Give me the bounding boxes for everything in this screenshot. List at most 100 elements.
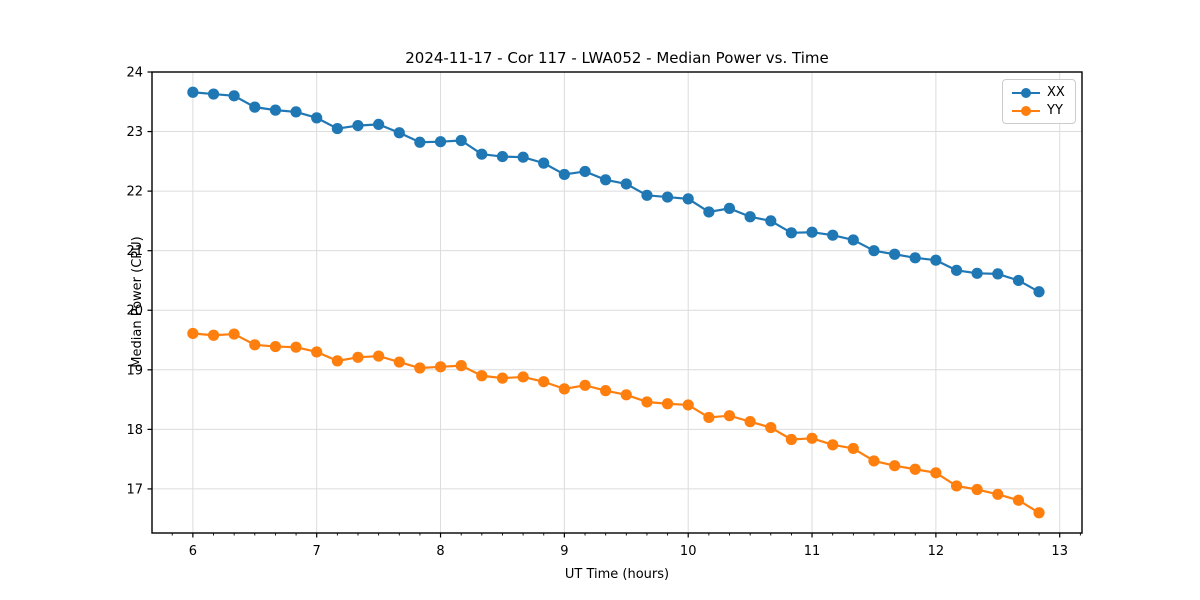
data-point-yy xyxy=(455,360,467,372)
data-point-yy xyxy=(434,361,447,373)
data-point-xx xyxy=(889,248,901,260)
data-point-xx xyxy=(393,127,405,139)
data-point-xx xyxy=(187,86,199,98)
series-xx xyxy=(187,86,1045,298)
data-point-xx xyxy=(207,88,220,100)
data-point-yy xyxy=(950,480,963,492)
data-point-xx xyxy=(785,227,797,239)
data-point-xx xyxy=(661,191,674,203)
data-point-yy xyxy=(909,463,921,475)
data-point-yy xyxy=(311,346,323,358)
y-tick-label: 24 xyxy=(126,66,143,81)
data-point-yy xyxy=(682,399,694,411)
axis-ticks xyxy=(147,71,1081,538)
data-point-yy xyxy=(971,483,983,496)
legend-marker-xx-icon xyxy=(1012,87,1040,98)
data-point-yy xyxy=(661,398,674,410)
legend-item-yy: YY xyxy=(1012,104,1065,117)
data-point-xx xyxy=(558,168,570,181)
gridlines xyxy=(152,71,1082,533)
data-point-xx xyxy=(971,267,983,279)
x-tick-label: 9 xyxy=(560,544,568,559)
data-point-yy xyxy=(228,328,240,340)
data-point-yy xyxy=(249,339,261,351)
x-tick-label: 8 xyxy=(436,544,444,559)
data-point-xx xyxy=(827,229,839,241)
data-point-yy xyxy=(352,351,364,363)
tick-labels: 6 7 8 9 10 11 12 13 17 18 19 20 21 22 23 24 xyxy=(126,66,1068,560)
x-tick-label: 7 xyxy=(313,544,321,559)
legend: XX YY xyxy=(1002,79,1076,124)
data-point-yy xyxy=(187,327,199,340)
data-point-xx xyxy=(868,245,880,257)
data-point-yy xyxy=(868,455,880,467)
data-point-yy xyxy=(517,371,529,383)
legend-marker-yy-icon xyxy=(1012,105,1040,116)
data-point-yy xyxy=(414,362,426,374)
y-tick-label: 20 xyxy=(126,304,143,319)
data-point-yy xyxy=(723,410,736,422)
data-point-yy xyxy=(703,411,715,424)
data-point-yy xyxy=(600,385,612,397)
data-point-yy xyxy=(744,416,756,428)
data-point-xx xyxy=(476,148,488,160)
data-point-xx xyxy=(723,202,736,214)
x-tick-label: 10 xyxy=(680,544,697,559)
y-tick-label: 17 xyxy=(126,482,143,497)
data-point-yy xyxy=(827,439,839,451)
plot-border xyxy=(151,71,1083,534)
data-point-xx xyxy=(249,101,261,113)
data-point-xx xyxy=(600,174,612,186)
data-point-xx xyxy=(992,268,1004,280)
data-point-yy xyxy=(393,356,405,368)
data-point-xx xyxy=(496,150,509,163)
x-tick-label: 11 xyxy=(804,544,821,559)
data-point-yy xyxy=(331,355,343,367)
data-point-yy xyxy=(538,376,550,388)
data-point-xx xyxy=(909,252,921,264)
data-point-xx xyxy=(765,215,777,227)
data-point-xx xyxy=(703,206,715,218)
x-tick-label: 12 xyxy=(928,544,945,559)
data-point-yy xyxy=(847,442,859,455)
data-point-xx xyxy=(352,120,364,132)
y-tick-label: 19 xyxy=(126,363,143,378)
data-point-xx xyxy=(930,254,942,266)
data-point-xx xyxy=(269,104,282,116)
data-point-xx xyxy=(847,234,859,246)
series-yy xyxy=(187,327,1045,519)
data-point-xx xyxy=(517,151,529,163)
x-axis-label: UT Time (hours) xyxy=(564,567,670,582)
data-point-yy xyxy=(290,341,302,353)
data-point-xx xyxy=(744,211,756,223)
data-point-xx xyxy=(373,118,385,131)
y-axis-label: Median Power (CPU) xyxy=(130,236,145,368)
data-point-yy xyxy=(207,329,220,341)
data-point-yy xyxy=(889,460,901,472)
data-point-xx xyxy=(414,136,426,148)
data-point-yy xyxy=(476,370,488,382)
x-tick-label: 6 xyxy=(189,544,197,559)
data-point-xx xyxy=(579,165,591,178)
data-point-xx xyxy=(311,112,323,124)
y-tick-label: 23 xyxy=(126,125,143,140)
data-point-xx xyxy=(331,122,343,135)
x-tick-label: 13 xyxy=(1051,544,1068,559)
y-tick-label: 22 xyxy=(126,185,143,200)
data-point-xx xyxy=(290,106,302,118)
data-point-yy xyxy=(765,421,777,434)
data-point-xx xyxy=(950,264,963,276)
data-point-yy xyxy=(496,372,509,384)
y-tick-label: 21 xyxy=(126,244,143,259)
data-point-yy xyxy=(620,389,632,401)
data-point-xx xyxy=(455,134,467,147)
y-tick-label: 18 xyxy=(126,423,143,438)
data-point-yy xyxy=(1033,507,1045,519)
data-point-xx xyxy=(538,157,550,169)
data-point-xx xyxy=(1012,274,1025,287)
legend-label-xx: XX xyxy=(1047,85,1065,100)
legend-item-xx: XX xyxy=(1012,86,1065,99)
data-point-yy xyxy=(992,488,1004,500)
